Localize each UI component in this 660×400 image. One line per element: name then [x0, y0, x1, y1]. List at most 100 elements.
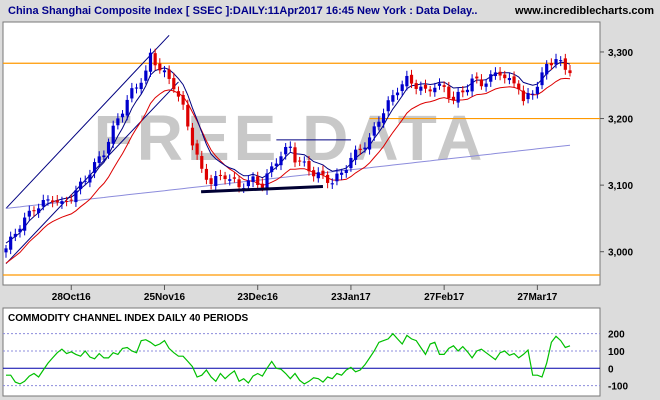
candle-body: [144, 70, 148, 81]
candle-body: [484, 83, 488, 87]
candle-body: [246, 180, 250, 187]
candle-body: [419, 86, 423, 91]
candle-body: [358, 148, 362, 151]
candle-body: [270, 166, 274, 173]
watermark: FREE DATA: [94, 102, 487, 174]
cci-y-axis: -100 0 100 200: [608, 330, 628, 393]
candle-body: [204, 168, 209, 180]
candle-body: [377, 121, 381, 127]
price-y-axis: 3,000 3,100 3,200 3,300: [600, 48, 633, 259]
candle-body: [92, 162, 97, 173]
candle-body: [545, 63, 549, 75]
candle-body: [51, 200, 55, 203]
candle-body: [386, 100, 390, 112]
date-tick-label: 23Dec16: [237, 292, 278, 303]
candle-body: [102, 155, 106, 158]
candle-body: [344, 169, 348, 174]
candle-body: [340, 172, 344, 175]
candle-body: [288, 146, 292, 148]
candle-body: [381, 113, 386, 123]
candle-body: [554, 59, 558, 65]
candle-body: [293, 147, 297, 163]
candle-body: [190, 127, 195, 146]
candle-body: [307, 160, 311, 172]
candle-body: [18, 228, 22, 233]
site-name[interactable]: www.incrediblecharts.com: [514, 5, 654, 17]
candle-body: [312, 170, 316, 177]
candle-body: [540, 72, 544, 86]
candle-body: [260, 183, 264, 188]
fast-moving-average: [5, 61, 571, 244]
candle-body: [106, 141, 111, 154]
candle-body: [493, 72, 498, 77]
candle-body: [414, 83, 418, 89]
price-tick-label: 3,300: [608, 48, 633, 59]
date-tick-label: 27Mar17: [517, 292, 557, 303]
candle-body: [433, 87, 437, 93]
candle-body: [461, 90, 465, 93]
candle-body: [563, 58, 567, 70]
candle-body: [475, 76, 479, 79]
date-tick-label: 27Feb17: [424, 292, 464, 303]
candle-body: [349, 157, 353, 169]
candle-body: [442, 85, 446, 87]
candle-body: [223, 175, 227, 180]
channel-lower-line: [5, 81, 179, 265]
candle-body: [88, 174, 92, 183]
candle-body: [232, 177, 236, 179]
candle-body: [517, 83, 521, 90]
candle-body: [549, 63, 553, 66]
price-tick-label: 3,100: [608, 181, 633, 192]
candle-body: [279, 156, 283, 166]
price-tick-label: 3,200: [608, 115, 633, 126]
candle-body: [111, 125, 115, 144]
support-trend-line: [201, 184, 324, 194]
candle-body: [298, 160, 302, 162]
candle-body: [363, 147, 367, 150]
candle-body: [335, 173, 339, 182]
candle-body: [568, 70, 572, 74]
candle-body: [437, 83, 442, 86]
candle-body: [37, 208, 41, 214]
price-tick-label: 3,000: [608, 248, 633, 259]
candle-body: [214, 176, 218, 187]
candle-body: [531, 93, 535, 95]
long-moving-average: [5, 144, 571, 209]
candle-body: [470, 78, 474, 92]
candle-body: [391, 95, 395, 102]
candle-body: [559, 60, 563, 62]
candle-body: [428, 89, 432, 92]
candle-body: [78, 181, 83, 190]
candle-body: [153, 53, 157, 66]
candle-body: [423, 84, 428, 89]
candle-body: [158, 63, 162, 71]
cci-tick-label: -100: [608, 382, 628, 393]
candle-body: [186, 104, 190, 127]
candle-body: [372, 126, 376, 136]
candle-body: [97, 156, 101, 163]
candle-body: [209, 178, 213, 185]
candle-body: [32, 210, 36, 212]
date-tick-label: 25Nov16: [144, 292, 186, 303]
candle-body: [116, 118, 120, 126]
candle-body: [130, 88, 134, 99]
candle-body: [55, 200, 59, 203]
candle-body: [125, 99, 129, 116]
candle-body: [64, 200, 69, 202]
candle-body: [465, 89, 470, 93]
candle-body: [9, 236, 13, 250]
candle-body: [503, 74, 507, 79]
candle-body: [498, 71, 502, 76]
candle-body: [218, 174, 223, 177]
candle-body: [284, 146, 288, 155]
candle-body: [251, 176, 255, 182]
candle-body: [535, 86, 539, 94]
candle-body: [237, 179, 241, 188]
cci-title: COMMODITY CHANNEL INDEX DAILY 40 PERIODS: [8, 313, 249, 324]
candle-body: [405, 75, 409, 87]
candle-body: [195, 143, 199, 155]
cci-tick-label: 100: [608, 347, 625, 358]
candle-body: [13, 233, 17, 237]
candle-body: [326, 174, 330, 183]
